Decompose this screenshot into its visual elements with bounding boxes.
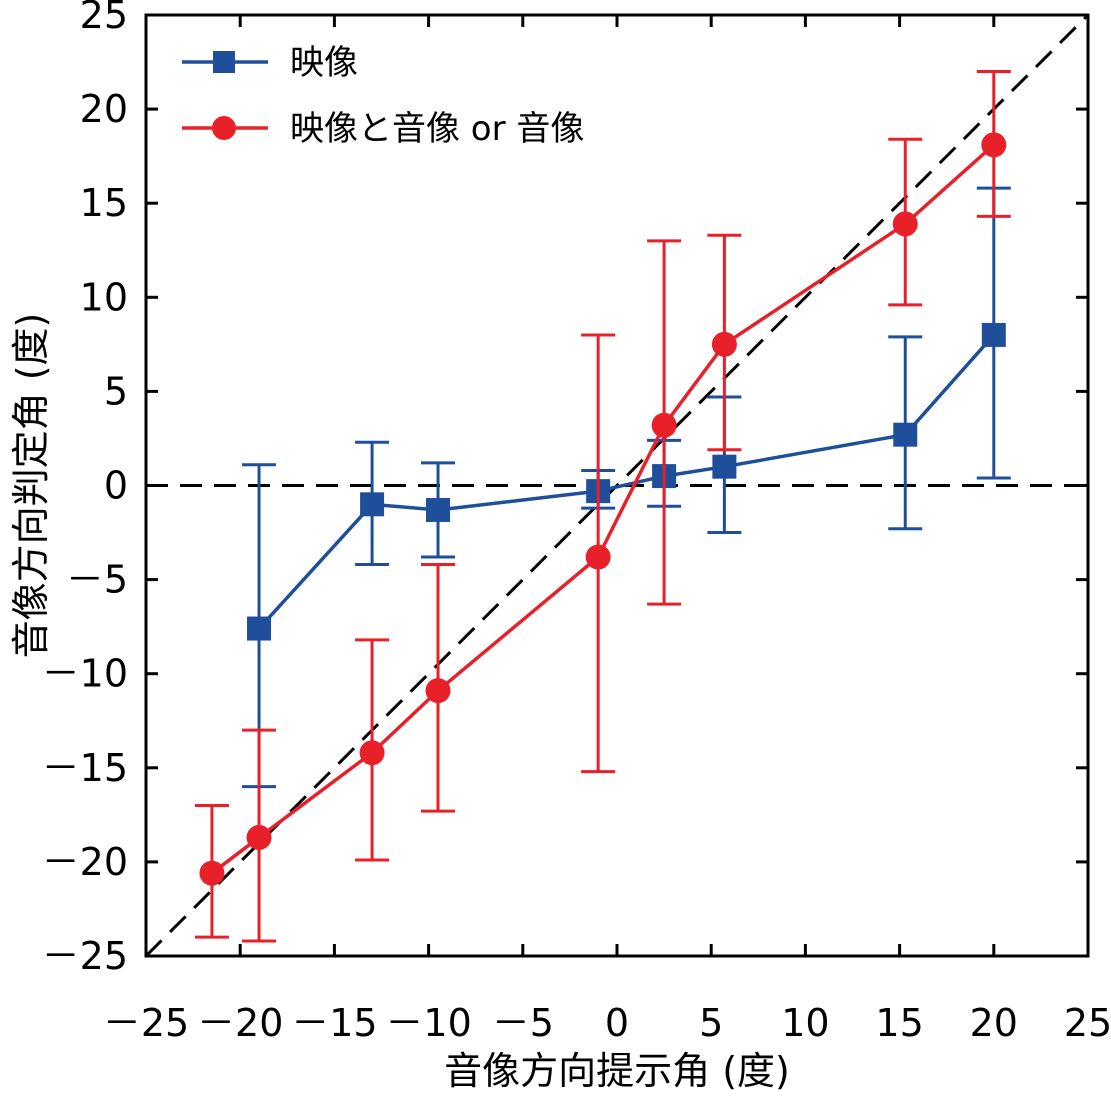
y-tick-label: 25 (80, 0, 128, 37)
x-tick-label: －20 (197, 1001, 283, 1045)
y-tick-label: －15 (42, 746, 128, 790)
data-point-circle (425, 678, 451, 704)
data-point-square (426, 497, 451, 522)
series-line (257, 333, 996, 630)
x-tick-label: 0 (605, 1001, 629, 1045)
series-video-and-sound (194, 69, 1011, 943)
y-tick-label: －5 (66, 558, 128, 602)
data-point-circle (892, 211, 918, 237)
y-tick-label: 10 (80, 275, 128, 319)
data-point-square (712, 454, 737, 479)
data-point-circle (585, 544, 611, 570)
data-point-circle (246, 824, 272, 850)
y-tick-label: 0 (104, 464, 128, 508)
series-video (242, 186, 1011, 789)
x-tick-label: 15 (875, 1001, 923, 1045)
data-point-circle (651, 412, 677, 438)
data-point-square (247, 616, 272, 641)
y-axis-title: 音像方向判定角 (度) (9, 313, 53, 659)
data-point-square (893, 422, 918, 447)
legend-label: 映像 (290, 43, 358, 83)
data-point-square (981, 322, 1006, 347)
y-tick-label: 20 (80, 87, 128, 131)
data-point-circle (199, 860, 225, 886)
x-tick-label: 20 (970, 1001, 1018, 1045)
x-tick-label: 25 (1064, 1001, 1111, 1045)
y-tick-label: －20 (42, 840, 128, 884)
x-tick-label: －10 (385, 1001, 471, 1045)
data-point-circle (359, 740, 385, 766)
x-tick-label: －15 (291, 1001, 377, 1045)
axis-ticks: －25 －20 －15 －10 －5 0 5 10 15 20 25－25－20－15－10－505… (42, 0, 1111, 1045)
y-tick-label: －10 (42, 652, 128, 696)
x-tick-label: －25 (103, 1001, 189, 1045)
x-axis-title: 音像方向提示角 (度) (444, 1049, 790, 1093)
y-tick-label: 15 (80, 181, 128, 225)
legend-label: 映像と音像 or 音像 (290, 109, 584, 149)
legend-marker-circle (212, 116, 236, 140)
data-point-circle (981, 132, 1007, 158)
data-point-circle (711, 331, 737, 357)
x-tick-label: －5 (492, 1001, 554, 1045)
y-tick-label: 5 (104, 369, 128, 413)
x-tick-label: 10 (781, 1001, 829, 1045)
y-tick-label: －25 (42, 934, 128, 978)
legend-marker-square (213, 51, 235, 73)
x-tick-label: 5 (699, 1001, 723, 1045)
series-layer (194, 69, 1011, 943)
data-point-square (360, 492, 385, 517)
